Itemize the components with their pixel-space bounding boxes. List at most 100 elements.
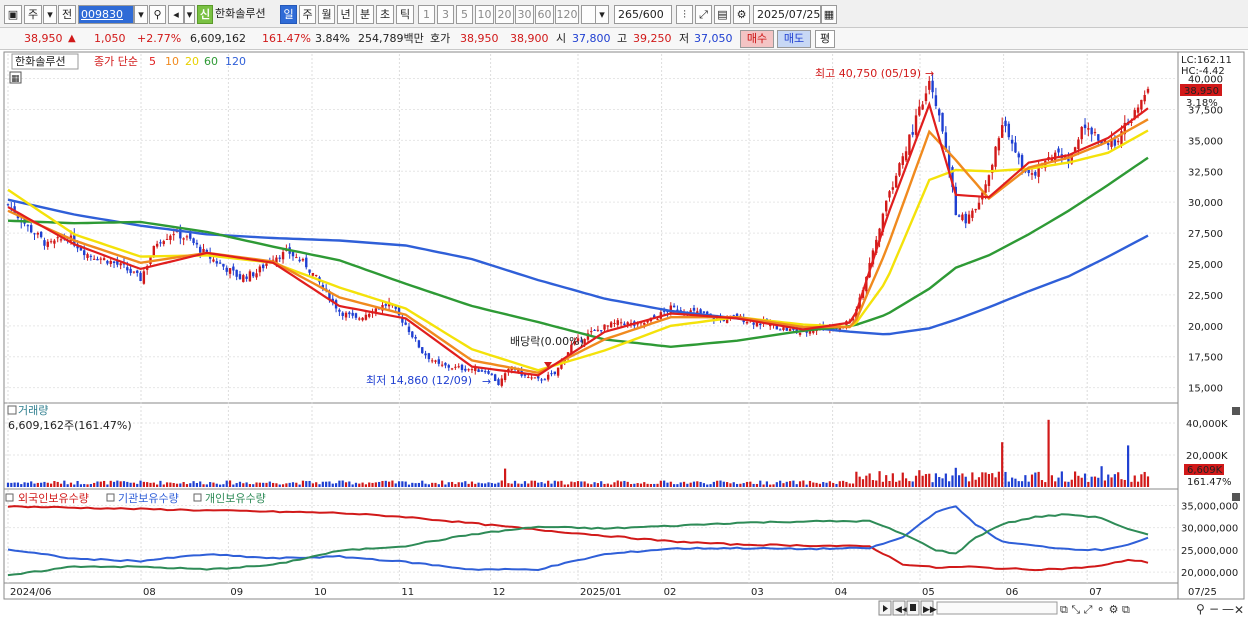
volume-bar xyxy=(149,482,152,487)
volume-bar xyxy=(397,481,401,487)
market-dropdown-icon[interactable]: ▾ xyxy=(43,5,57,24)
gear-icon[interactable]: ⚙ xyxy=(733,5,750,24)
volume-bar xyxy=(1007,481,1010,487)
minute-option-5[interactable]: 5 xyxy=(456,5,473,24)
holdings-panel-close-icon[interactable] xyxy=(1232,493,1240,501)
market-select[interactable]: 주 xyxy=(24,5,42,24)
volume-bar xyxy=(20,484,23,487)
candle-body xyxy=(192,238,195,244)
volume-bar xyxy=(99,481,102,487)
price-axis-ticks: 15,000 17,500 20,000 22,500 25,000 27,500 30,0… xyxy=(1188,75,1223,395)
price-panel[interactable] xyxy=(3,51,1179,404)
volume-bar xyxy=(921,475,924,487)
candle-body xyxy=(934,95,938,107)
sell-button[interactable]: 매도 xyxy=(777,30,811,48)
play-icon xyxy=(883,605,888,612)
period-tab-minute[interactable]: 분 xyxy=(356,5,374,24)
candle-body xyxy=(755,322,759,327)
minute-option-120[interactable]: 120 xyxy=(555,5,579,24)
drawing-tools-icons[interactable]: ⧉ ⤡ ⤢ ⚬ ⚙ ⧉ xyxy=(1060,603,1130,616)
candle-body xyxy=(179,228,182,239)
date-field[interactable]: 2025/07/25 xyxy=(753,5,821,24)
search-icon[interactable]: ⚲ xyxy=(149,5,166,24)
volume-bar xyxy=(1113,474,1116,487)
volume-bar xyxy=(142,481,145,487)
volume-bar xyxy=(967,481,971,487)
table-toggle-icon[interactable] xyxy=(9,71,22,84)
volume-bar xyxy=(152,482,155,487)
volume-bar xyxy=(1017,481,1020,487)
speaker-icon[interactable]: ◂ xyxy=(168,5,184,24)
volume-bar xyxy=(30,481,33,487)
candle-body xyxy=(1010,139,1014,144)
candle-body xyxy=(351,312,354,316)
candle-body xyxy=(242,275,245,282)
extra-button[interactable]: 평 xyxy=(815,30,835,48)
close-icon[interactable]: ✕ xyxy=(1234,603,1244,617)
candle-type-icon[interactable]: ⫶ xyxy=(676,5,693,24)
zoom-in-icon[interactable]: ⚲ xyxy=(1196,602,1205,616)
volume-panel-close-icon[interactable] xyxy=(1232,407,1240,415)
window-icon[interactable]: ▣ xyxy=(4,5,22,24)
chart-scrollbar[interactable] xyxy=(936,601,1058,615)
new-badge: 신 xyxy=(197,5,213,24)
candle-body xyxy=(106,260,109,264)
volume-tick-label: 20,000K xyxy=(1186,451,1228,462)
candle-body xyxy=(619,322,623,324)
zoom-reset-icon[interactable]: — xyxy=(1222,602,1234,616)
candle-body xyxy=(364,314,368,320)
minute-option-60[interactable]: 60 xyxy=(535,5,554,24)
volume-bar xyxy=(242,483,245,487)
volume-bar xyxy=(328,481,331,487)
volume-bar xyxy=(384,480,387,487)
volume-bar xyxy=(1087,481,1090,487)
code-dropdown-icon[interactable]: ▾ xyxy=(134,5,148,24)
candle-body xyxy=(623,323,626,326)
candle-body xyxy=(560,361,563,369)
volume-bar xyxy=(997,471,1000,487)
volume-bar xyxy=(928,473,931,487)
save-icon[interactable]: ▤ xyxy=(714,5,731,24)
period-tab-tick[interactable]: 틱 xyxy=(396,5,414,24)
candle-body xyxy=(155,243,159,247)
candle-body xyxy=(278,257,281,259)
volume-ratio: 161.47% xyxy=(262,32,311,45)
holdings-tick-label: 30,000,000 xyxy=(1181,524,1238,535)
candle-body xyxy=(99,258,102,260)
buy-button[interactable]: 매수 xyxy=(740,30,774,48)
speaker-dropdown-icon[interactable]: ▾ xyxy=(184,5,195,24)
period-tab-week[interactable]: 주 xyxy=(299,5,316,24)
draw-tool-icon[interactable]: ⤢ xyxy=(695,5,712,24)
volume-bar xyxy=(795,484,798,487)
minute-option-3[interactable]: 3 xyxy=(437,5,454,24)
volume-bar xyxy=(848,483,851,487)
forward-button[interactable] xyxy=(920,600,934,616)
period-tab-month[interactable]: 월 xyxy=(318,5,335,24)
minute-option-10[interactable]: 10 xyxy=(475,5,494,24)
price-tick-label: 15,000 xyxy=(1188,384,1223,395)
price-tick-label: 17,500 xyxy=(1188,353,1223,364)
stock-code-input[interactable]: 009830 xyxy=(78,5,134,24)
price-tick-label: 32,500 xyxy=(1188,167,1223,178)
stock-chart[interactable]: 2024/06 08 09 10 11 12 2025/01 02 03 04 05 06 07 15,… xyxy=(0,50,1248,621)
volume-bar xyxy=(875,480,878,487)
individual-holdings-line xyxy=(7,513,1149,577)
candle-body xyxy=(778,329,782,331)
period-tab-day[interactable]: 일 xyxy=(280,5,297,24)
interval-dropdown-icon[interactable]: ▾ xyxy=(595,5,609,24)
minute-option-30[interactable]: 30 xyxy=(515,5,534,24)
minute-option-20[interactable]: 20 xyxy=(495,5,514,24)
volume-bar xyxy=(762,484,765,487)
candle-body xyxy=(921,104,924,110)
zoom-out-icon[interactable]: − xyxy=(1209,602,1219,616)
rewind-button[interactable] xyxy=(892,600,906,616)
calendar-icon[interactable]: ▦ xyxy=(821,5,837,24)
volume-bar xyxy=(1083,473,1087,487)
volume-bar xyxy=(139,480,142,487)
period-tab-year[interactable]: 년 xyxy=(337,5,354,24)
prev-button[interactable]: 전 xyxy=(58,5,76,24)
view-count-field[interactable]: 265/600 xyxy=(614,5,672,24)
period-tab-second[interactable]: 초 xyxy=(376,5,394,24)
minute-option-1[interactable]: 1 xyxy=(418,5,435,24)
volume-bar xyxy=(706,484,709,487)
